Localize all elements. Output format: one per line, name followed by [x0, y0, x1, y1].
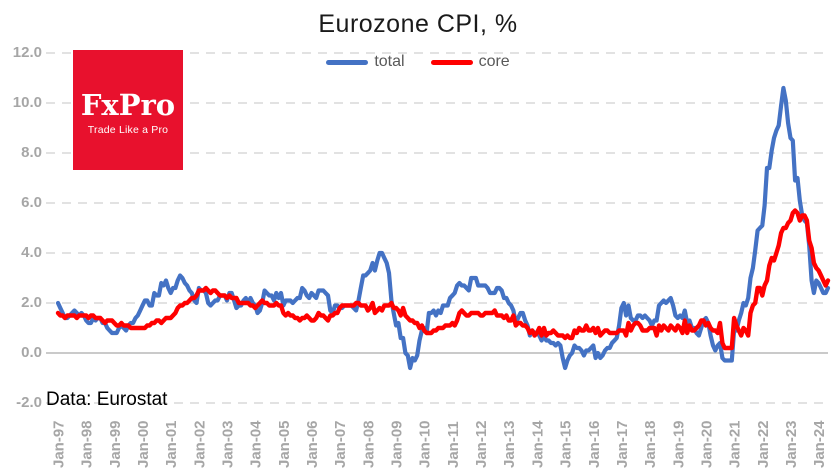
- y-tick-label: 10.0: [13, 94, 42, 111]
- chart-title: Eurozone CPI, %: [318, 10, 518, 38]
- x-tick-label: Jan-02: [191, 420, 208, 468]
- x-tick-label: Jan-00: [135, 420, 152, 468]
- series-total-line: [55, 85, 831, 371]
- x-tick-label: Jan-04: [248, 420, 265, 468]
- legend: total core: [0, 53, 836, 71]
- x-tick-label: Jan-10: [417, 420, 434, 468]
- x-tick-label: Jan-20: [698, 420, 715, 468]
- x-tick-label: Jan-19: [670, 420, 687, 468]
- x-tick-label: Jan-23: [783, 420, 800, 468]
- y-tick-label: 6.0: [21, 194, 42, 211]
- x-tick-label: Jan-22: [755, 420, 772, 468]
- total-line-swatch-icon: [326, 59, 369, 65]
- x-tick-label: Jan-09: [389, 420, 406, 468]
- legend-item-core: core: [430, 53, 510, 71]
- y-tick-label: 12.0: [13, 44, 42, 61]
- y-tick-label: 4.0: [21, 244, 42, 261]
- legend-item-total: total: [326, 53, 405, 71]
- legend-label-core: core: [478, 53, 510, 70]
- x-tick-label: Jan-14: [529, 420, 546, 468]
- x-tick-label: Jan-16: [586, 420, 603, 468]
- fxpro-logo-name: FxPro: [80, 87, 176, 122]
- x-tick-label: Jan-17: [614, 420, 631, 468]
- x-tick-label: Jan-98: [79, 420, 96, 468]
- x-tick-label: Jan-01: [163, 420, 180, 468]
- x-tick-label: Jan-21: [727, 420, 744, 468]
- x-tick-label: Jan-13: [501, 420, 518, 468]
- y-tick-label: 2.0: [21, 294, 42, 311]
- series-core-line: [55, 208, 831, 351]
- y-tick-label: 0.0: [21, 344, 42, 361]
- x-tick-label: Jan-06: [304, 420, 321, 468]
- x-tick-label: Jan-99: [107, 420, 124, 468]
- y-tick-label: -2.0: [16, 394, 42, 411]
- x-tick-label: Jan-12: [473, 420, 490, 468]
- source-note: Data: Eurostat: [46, 389, 168, 410]
- x-tick-label: Jan-15: [558, 420, 575, 468]
- x-tick-label: Jan-08: [360, 420, 377, 468]
- y-axis-labels: 12.0 10.0 8.0 6.0 4.0 2.0 0.0 -2.0: [13, 44, 42, 411]
- fxpro-logo: FxPro Trade Like a Pro: [73, 50, 183, 170]
- fxpro-logo-tagline: Trade Like a Pro: [87, 123, 169, 136]
- core-line-swatch-icon: [430, 59, 473, 65]
- x-tick-label: Jan-24: [811, 420, 828, 468]
- x-tick-label: Jan-11: [445, 421, 462, 468]
- legend-label-total: total: [374, 53, 405, 70]
- x-axis-labels: Jan-97 Jan-98 Jan-99 Jan-00 Jan-01 Jan-02 Jan-…: [51, 420, 829, 468]
- x-tick-label: Jan-03: [220, 420, 237, 468]
- x-tick-label: Jan-18: [642, 420, 659, 468]
- x-tick-label: Jan-05: [276, 420, 293, 468]
- x-tick-label: Jan-97: [51, 420, 68, 468]
- x-tick-label: Jan-07: [332, 420, 349, 468]
- y-tick-label: 8.0: [21, 144, 42, 161]
